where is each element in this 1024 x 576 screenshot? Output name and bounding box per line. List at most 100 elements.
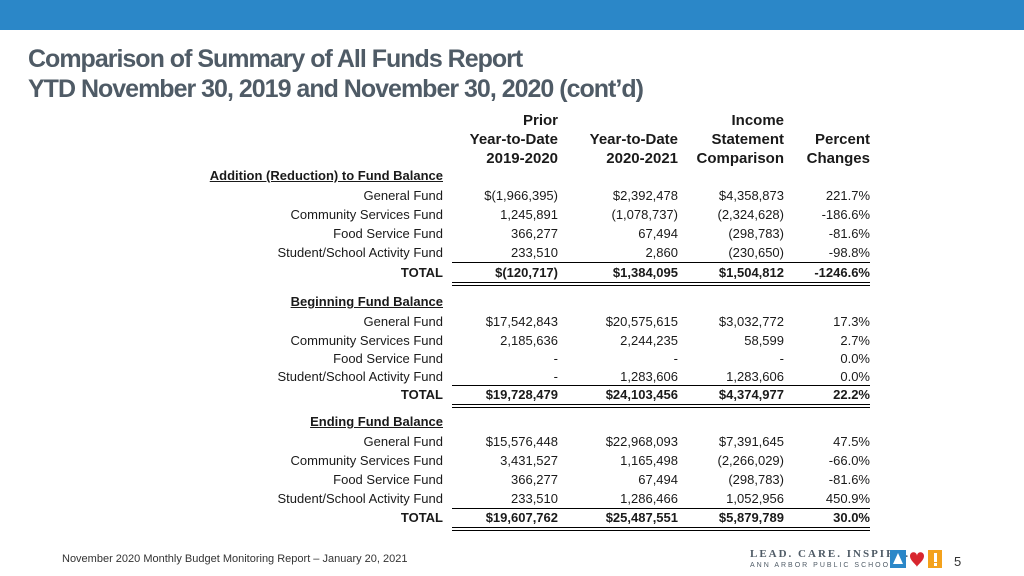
table-row: Community Services Fund 2,185,636 2,244,… xyxy=(0,331,1024,350)
row-label: Community Services Fund xyxy=(290,207,443,222)
cell-income: 1,052,956 xyxy=(726,491,784,506)
total-prior: $(120,717) xyxy=(495,265,558,280)
total-rule xyxy=(452,282,870,283)
cell-current: $2,392,478 xyxy=(612,188,678,203)
cell-prior: $15,576,448 xyxy=(485,434,558,449)
total-current: $1,384,095 xyxy=(612,265,678,280)
cell-percent: 221.7% xyxy=(825,188,870,203)
total-row: TOTAL $(120,717) $1,384,095 $1,504,812 -… xyxy=(0,263,1024,282)
cell-percent: -81.6% xyxy=(828,226,870,241)
total-label: TOTAL xyxy=(400,510,443,525)
cell-prior: 2,185,636 xyxy=(500,333,558,348)
total-rule xyxy=(452,285,870,286)
cell-prior: 233,510 xyxy=(511,491,558,506)
table-row: Food Service Fund 366,277 67,494 (298,78… xyxy=(0,224,1024,243)
cell-percent: 0.0% xyxy=(840,369,870,384)
cell-prior: $(1,966,395) xyxy=(484,188,558,203)
row-label: Food Service Fund xyxy=(333,472,443,487)
cell-income: 1,283,606 xyxy=(726,369,784,384)
column-header-current: Year-to-Date 2020-2021 xyxy=(589,131,678,167)
cell-prior: 366,277 xyxy=(511,472,558,487)
row-label: Food Service Fund xyxy=(333,226,443,241)
cell-prior: 366,277 xyxy=(511,226,558,241)
table-row: Food Service Fund 366,277 67,494 (298,78… xyxy=(0,470,1024,489)
cell-income: $3,032,772 xyxy=(718,314,784,329)
cell-current: 67,494 xyxy=(638,472,678,487)
logo-school-name: ANN ARBOR PUBLIC SCHOOLS xyxy=(750,562,903,569)
row-label: Community Services Fund xyxy=(290,453,443,468)
cell-percent: 47.5% xyxy=(833,434,870,449)
cell-income: (298,783) xyxy=(728,226,784,241)
table-row: General Fund $17,542,843 $20,575,615 $3,… xyxy=(0,312,1024,331)
cell-income: 58,599 xyxy=(744,333,784,348)
logo-tagline: LEAD. CARE. INSPIRE. xyxy=(750,548,911,560)
cell-income: $7,391,645 xyxy=(718,434,784,449)
cell-income: (2,266,029) xyxy=(717,453,785,468)
cell-prior: - xyxy=(553,351,558,366)
table-row: Student/School Activity Fund 233,510 2,8… xyxy=(0,243,1024,262)
cell-current: $20,575,615 xyxy=(605,314,678,329)
cell-income: $4,358,873 xyxy=(718,188,784,203)
cell-percent: 450.9% xyxy=(825,491,870,506)
column-header-income: Income Statement Comparison xyxy=(696,112,784,167)
cell-prior: - xyxy=(553,369,558,384)
total-income: $5,879,789 xyxy=(718,510,784,525)
total-current: $24,103,456 xyxy=(605,387,678,402)
cell-income: (298,783) xyxy=(728,472,784,487)
school-logo: LEAD. CARE. INSPIRE. ANN ARBOR PUBLIC SC… xyxy=(750,548,946,572)
cell-prior: 233,510 xyxy=(511,245,558,260)
cell-percent: -81.6% xyxy=(828,472,870,487)
row-label: General Fund xyxy=(363,314,444,329)
total-label: TOTAL xyxy=(400,387,443,402)
cell-current: - xyxy=(673,351,678,366)
total-rule xyxy=(452,404,870,405)
subtotal-rule xyxy=(452,385,870,386)
row-label: General Fund xyxy=(363,188,444,203)
cell-prior: $17,542,843 xyxy=(485,314,558,329)
logo-mark-icon xyxy=(890,550,942,568)
cell-percent: -66.0% xyxy=(828,453,870,468)
column-header-percent: Percent Changes xyxy=(806,131,870,167)
cell-current: 1,283,606 xyxy=(620,369,678,384)
subtotal-rule xyxy=(452,262,870,263)
total-row: TOTAL $19,607,762 $25,487,551 $5,879,789… xyxy=(0,508,1024,527)
cell-current: 2,860 xyxy=(645,245,678,260)
total-prior: $19,728,479 xyxy=(485,387,558,402)
page-title: Comparison of Summary of All Funds Repor… xyxy=(28,44,644,104)
footer-text: November 2020 Monthly Budget Monitoring … xyxy=(62,553,408,565)
cell-current: 67,494 xyxy=(638,226,678,241)
total-income: $4,374,977 xyxy=(718,387,784,402)
total-row: TOTAL $19,728,479 $24,103,456 $4,374,977… xyxy=(0,385,1024,404)
row-label: Community Services Fund xyxy=(290,333,443,348)
table-row: General Fund $15,576,448 $22,968,093 $7,… xyxy=(0,432,1024,451)
cell-percent: -186.6% xyxy=(821,207,870,222)
total-rule xyxy=(452,527,870,528)
table-row: Food Service Fund - - - 0.0% xyxy=(0,349,1024,368)
cell-current: 1,165,498 xyxy=(620,453,678,468)
section-heading: Ending Fund Balance xyxy=(310,414,443,429)
title-line-1: Comparison of Summary of All Funds Repor… xyxy=(28,45,523,73)
table-row: General Fund $(1,966,395) $2,392,478 $4,… xyxy=(0,186,1024,205)
section-heading: Beginning Fund Balance xyxy=(290,294,443,309)
cell-percent: 17.3% xyxy=(833,314,870,329)
total-income: $1,504,812 xyxy=(718,265,784,280)
cell-prior: 3,431,527 xyxy=(500,453,558,468)
row-label: Student/School Activity Fund xyxy=(277,245,443,260)
cell-income: (230,650) xyxy=(728,245,784,260)
cell-prior: 1,245,891 xyxy=(500,207,558,222)
row-label: Student/School Activity Fund xyxy=(277,369,443,384)
cell-current: (1,078,737) xyxy=(611,207,679,222)
total-prior: $19,607,762 xyxy=(485,510,558,525)
total-percent: 22.2% xyxy=(833,387,870,402)
subtotal-rule xyxy=(452,508,870,509)
table-row: Student/School Activity Fund - 1,283,606… xyxy=(0,367,1024,386)
total-percent: -1246.6% xyxy=(814,265,870,280)
table-row: Community Services Fund 3,431,527 1,165,… xyxy=(0,451,1024,470)
section-heading: Addition (Reduction) to Fund Balance xyxy=(209,168,443,183)
cell-percent: 2.7% xyxy=(840,333,870,348)
cell-percent: 0.0% xyxy=(840,351,870,366)
top-bar xyxy=(0,0,1024,30)
table-row: Student/School Activity Fund 233,510 1,2… xyxy=(0,489,1024,508)
cell-current: 1,286,466 xyxy=(620,491,678,506)
